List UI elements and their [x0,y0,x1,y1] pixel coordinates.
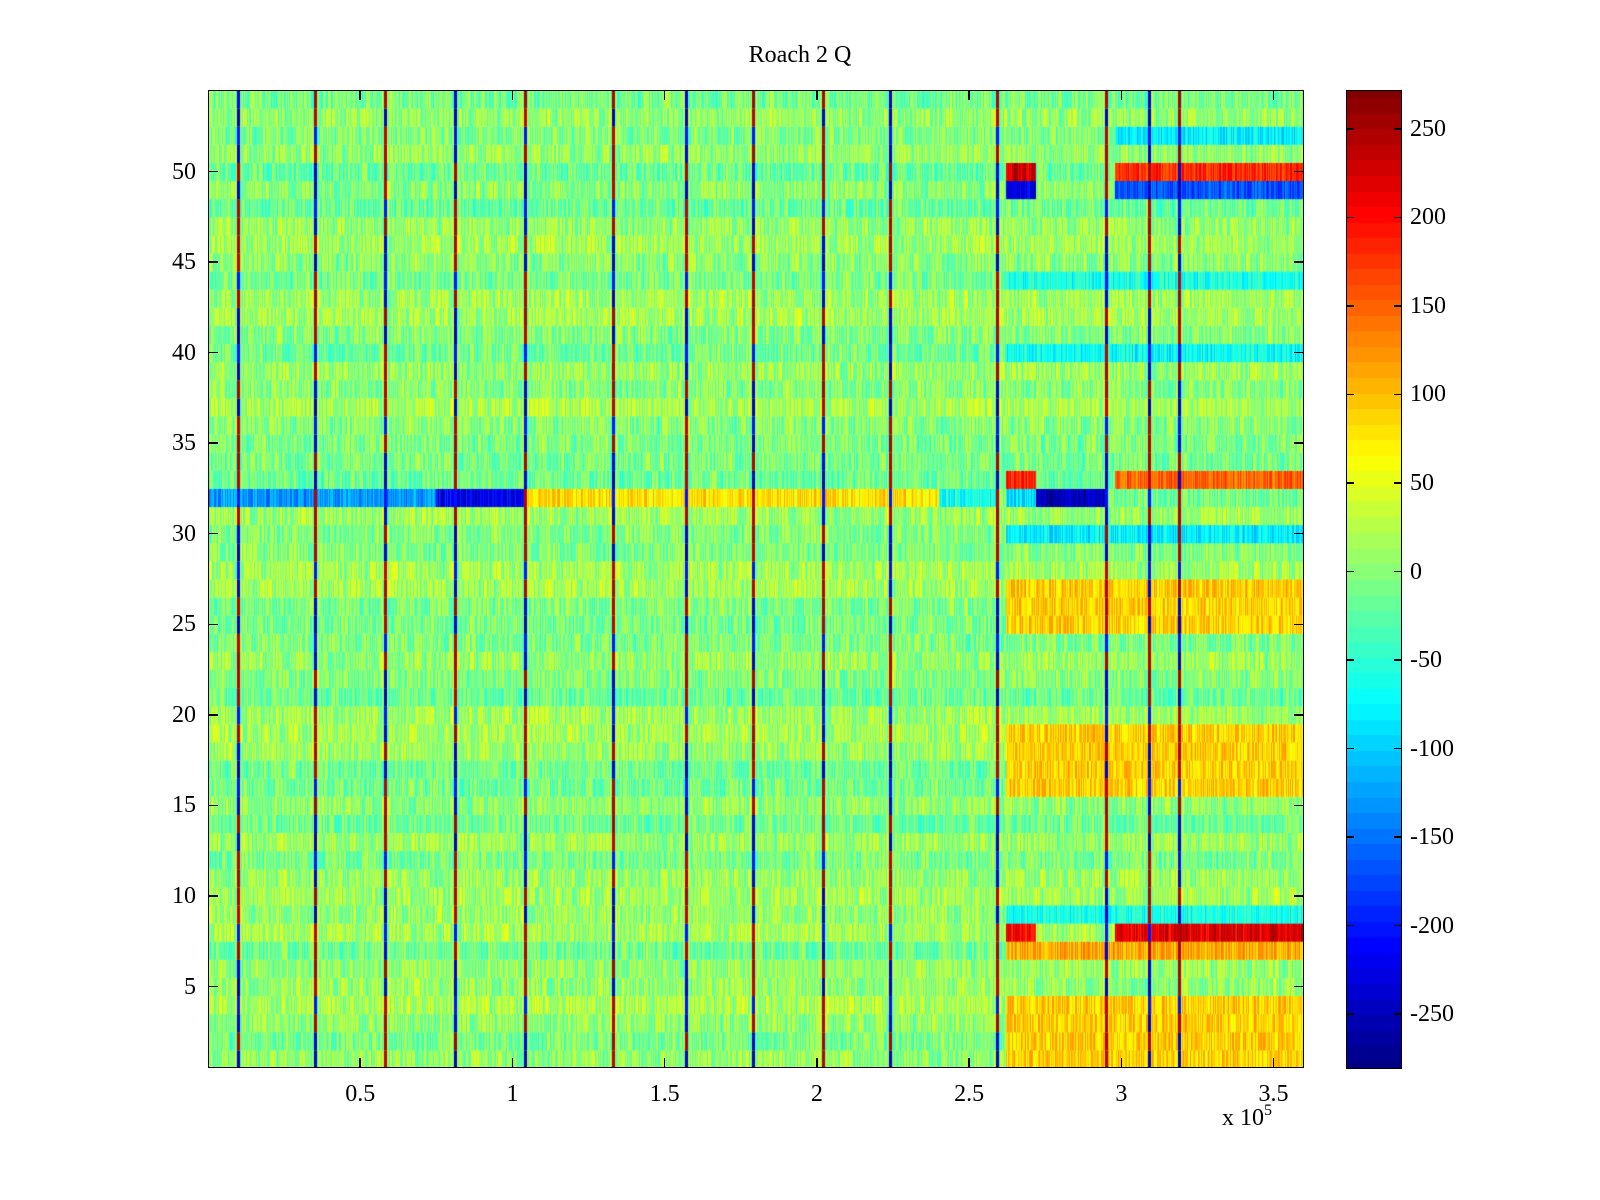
x-tick-label: 1.5 [649,1081,680,1107]
x-tick-label: 2 [810,1081,823,1107]
y-tick-label: 40 [172,339,196,366]
colorbar-tick-mark [1346,482,1354,484]
x-tick-label: 3 [1115,1081,1128,1107]
colorbar-tick-label: 50 [1410,470,1434,497]
colorbar-tick-mark-right [1394,924,1402,927]
colorbar-tick-mark [1346,836,1354,838]
x-axis-exponent: x 105 [1222,1102,1272,1132]
colorbar [1346,90,1402,1069]
x-tick-mark [1272,1058,1275,1068]
x-tick-mark-top [359,90,361,100]
colorbar-tick-mark [1346,128,1354,130]
colorbar-tick-mark-right [1394,216,1402,219]
y-tick-mark [208,895,218,897]
colorbar-tick-label: -150 [1410,824,1454,851]
y-tick-mark-right [1294,442,1304,444]
y-tick-mark-right [1294,985,1304,988]
y-tick-label: 20 [172,701,196,728]
y-tick-label: 50 [172,158,196,185]
x-tick-label: 2.5 [954,1081,985,1107]
x-tick-label: 3.5 [1258,1081,1289,1107]
y-tick-mark-right [1294,623,1304,626]
colorbar-tick-label: -100 [1410,735,1454,762]
heatmap-image [208,90,1304,1068]
plot-area [208,90,1304,1068]
colorbar-tick-mark-right [1394,747,1402,750]
chart-title: Roach 2 Q [748,42,852,68]
y-tick-label: 45 [172,249,196,276]
y-tick-mark [208,532,218,535]
colorbar-tick-mark-right [1394,482,1402,484]
colorbar-tick-label: -200 [1410,912,1454,939]
colorbar-tick-label: 100 [1410,381,1446,408]
x-tick-mark-top [1272,90,1275,100]
y-tick-label: 5 [184,973,196,1000]
colorbar-tick-mark [1346,570,1354,573]
y-tick-mark [208,170,218,173]
y-tick-mark [208,351,218,354]
colorbar-tick-label: -250 [1410,1001,1454,1028]
y-tick-label: 25 [172,611,196,638]
y-tick-label: 35 [172,430,196,457]
colorbar-tick-mark [1346,1013,1354,1015]
colorbar-tick-mark-right [1394,570,1402,573]
colorbar-tick-mark-right [1394,393,1402,396]
y-tick-mark-right [1294,895,1304,897]
colorbar-tick-mark [1346,305,1354,307]
colorbar-tick-mark [1346,216,1354,219]
x-tick-mark-top [968,90,970,100]
y-tick-mark [208,714,218,716]
x-exponent-base: x 10 [1222,1105,1264,1131]
y-tick-label: 30 [172,520,196,547]
y-tick-mark-right [1294,351,1304,354]
y-tick-mark-right [1294,804,1304,807]
x-tick-mark [359,1058,361,1068]
x-tick-mark-top [511,90,514,100]
x-tick-label: 1 [506,1081,519,1107]
colorbar-tick-mark [1346,393,1354,396]
colorbar-tick-label: 250 [1410,115,1446,142]
y-tick-mark-right [1294,532,1304,535]
colorbar-tick-label: -50 [1410,647,1442,674]
colorbar-tick-mark [1346,747,1354,750]
colorbar-tick-mark [1346,924,1354,927]
colorbar-tick-mark-right [1394,128,1402,130]
colorbar-tick-mark [1346,659,1354,661]
x-tick-mark-top [663,90,666,100]
colorbar-tick-mark-right [1394,305,1402,307]
x-tick-mark-top [1120,90,1123,100]
x-tick-mark [816,1058,818,1068]
x-tick-mark-top [816,90,818,100]
y-tick-mark-right [1294,261,1304,263]
colorbar-gradient [1346,90,1402,1069]
x-tick-mark [1120,1058,1123,1068]
y-tick-mark [208,985,218,988]
y-tick-mark [208,442,218,444]
y-tick-mark-right [1294,170,1304,173]
x-tick-mark [663,1058,666,1068]
y-tick-mark-right [1294,714,1304,716]
x-exponent-power: 5 [1264,1102,1272,1119]
x-tick-mark [968,1058,970,1068]
colorbar-tick-label: 150 [1410,292,1446,319]
colorbar-tick-mark-right [1394,836,1402,838]
colorbar-tick-label: 200 [1410,204,1446,231]
y-tick-label: 15 [172,792,196,819]
y-tick-mark [208,261,218,263]
x-tick-label: 0.5 [345,1081,376,1107]
y-tick-label: 10 [172,882,196,909]
colorbar-tick-mark-right [1394,1013,1402,1015]
y-tick-mark [208,623,218,626]
y-tick-mark [208,804,218,807]
colorbar-tick-mark-right [1394,659,1402,661]
colorbar-tick-label: 0 [1410,558,1422,585]
x-tick-mark [511,1058,514,1068]
